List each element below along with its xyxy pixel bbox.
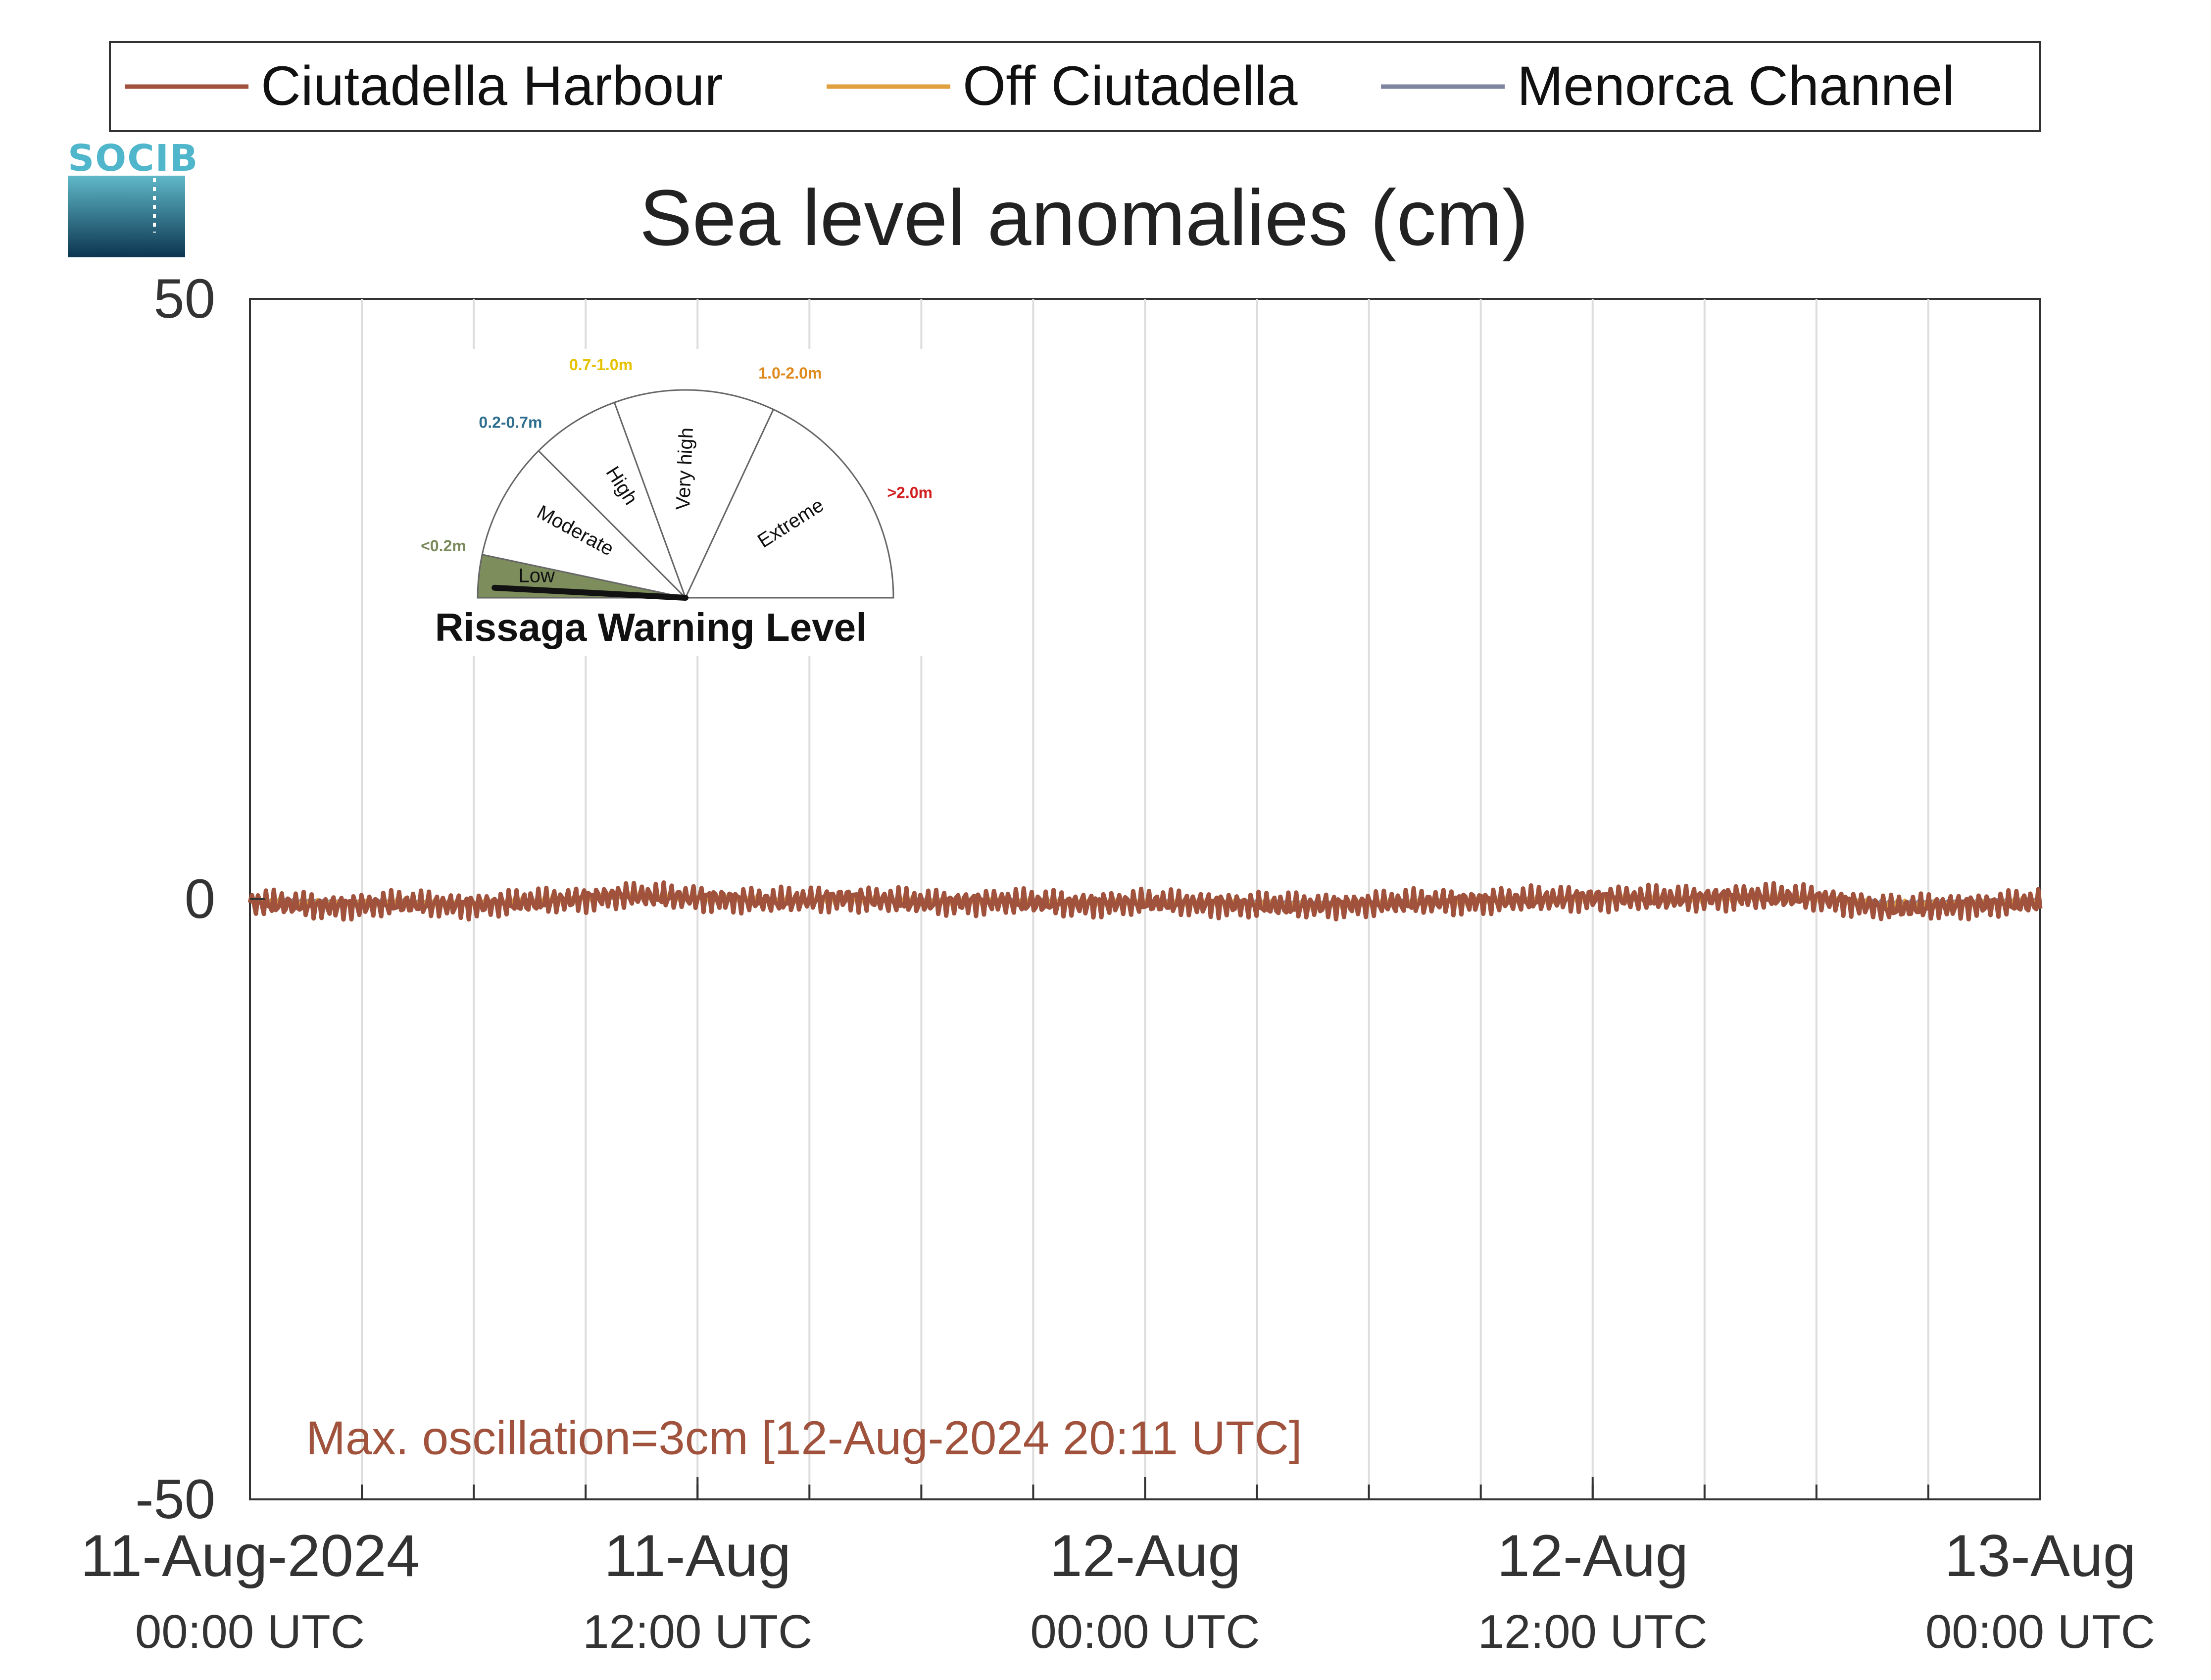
y-tick-label: 50: [153, 268, 215, 330]
x-tick-sublabel: 00:00 UTC: [1925, 1605, 2155, 1658]
gauge-sector: [613, 389, 775, 600]
x-tick-sublabel: 00:00 UTC: [135, 1605, 365, 1658]
x-tick-label: 13-Aug: [1945, 1523, 2136, 1589]
legend-label: Off Ciutadella: [963, 55, 1298, 117]
legend-frame: [109, 41, 2041, 132]
gauge-level-label: Very high: [672, 427, 697, 511]
gauge-needle: [491, 584, 688, 601]
x-tick-label: 12-Aug: [1497, 1523, 1688, 1589]
legend-label: Ciutadella Harbour: [261, 55, 723, 117]
x-tick-sublabel: 12:00 UTC: [1478, 1605, 1708, 1658]
gauge-range-label: <0.2m: [421, 537, 466, 555]
logo-block: [68, 176, 185, 257]
x-tick-label: 11-Aug-2024: [81, 1523, 420, 1589]
gauge-sector: [684, 408, 894, 599]
gauge-range-label: 0.2-0.7m: [479, 413, 542, 431]
gauge-title: Rissaga Warning Level: [435, 605, 867, 649]
legend-label: Menorca Channel: [1517, 55, 1955, 117]
gauge-sector: [481, 449, 688, 599]
y-tick-label: 0: [185, 868, 215, 930]
max-oscillation-annotation: Max. oscillation=3cm [12-Aug-2024 20:11 …: [306, 1412, 1302, 1465]
gauge-range-label: 1.0-2.0m: [758, 364, 822, 382]
gauge-sector: [537, 401, 687, 599]
x-tick-label: 11-Aug: [604, 1523, 791, 1589]
rissaga-warning-gauge: Low<0.2m Moderate0.2-0.7mHigh0.7-1.0mVery…: [406, 349, 933, 656]
x-tick-sublabel: 12:00 UTC: [583, 1605, 812, 1658]
series-line-0: [247, 880, 2043, 922]
gauge-range-label: >2.0m: [887, 484, 933, 502]
legend: Ciutadella Harbour Off Ciutadella Menorca …: [109, 41, 2041, 132]
x-tick-label: 12-Aug: [1049, 1523, 1241, 1589]
plot-area: 50 0 -50 11-Aug-2024 00:00 UTC 11-Aug 12:00 U…: [81, 268, 2156, 1658]
y-tick-label: -50: [135, 1468, 215, 1530]
x-tick-sublabel: 00:00 UTC: [1030, 1605, 1260, 1658]
logo-text: SOCIB: [68, 137, 198, 180]
gauge-range-label: 0.7-1.0m: [569, 356, 633, 374]
socib-logo: SOCIB: [68, 137, 198, 257]
chart-title: Sea level anomalies (cm): [639, 173, 1528, 262]
